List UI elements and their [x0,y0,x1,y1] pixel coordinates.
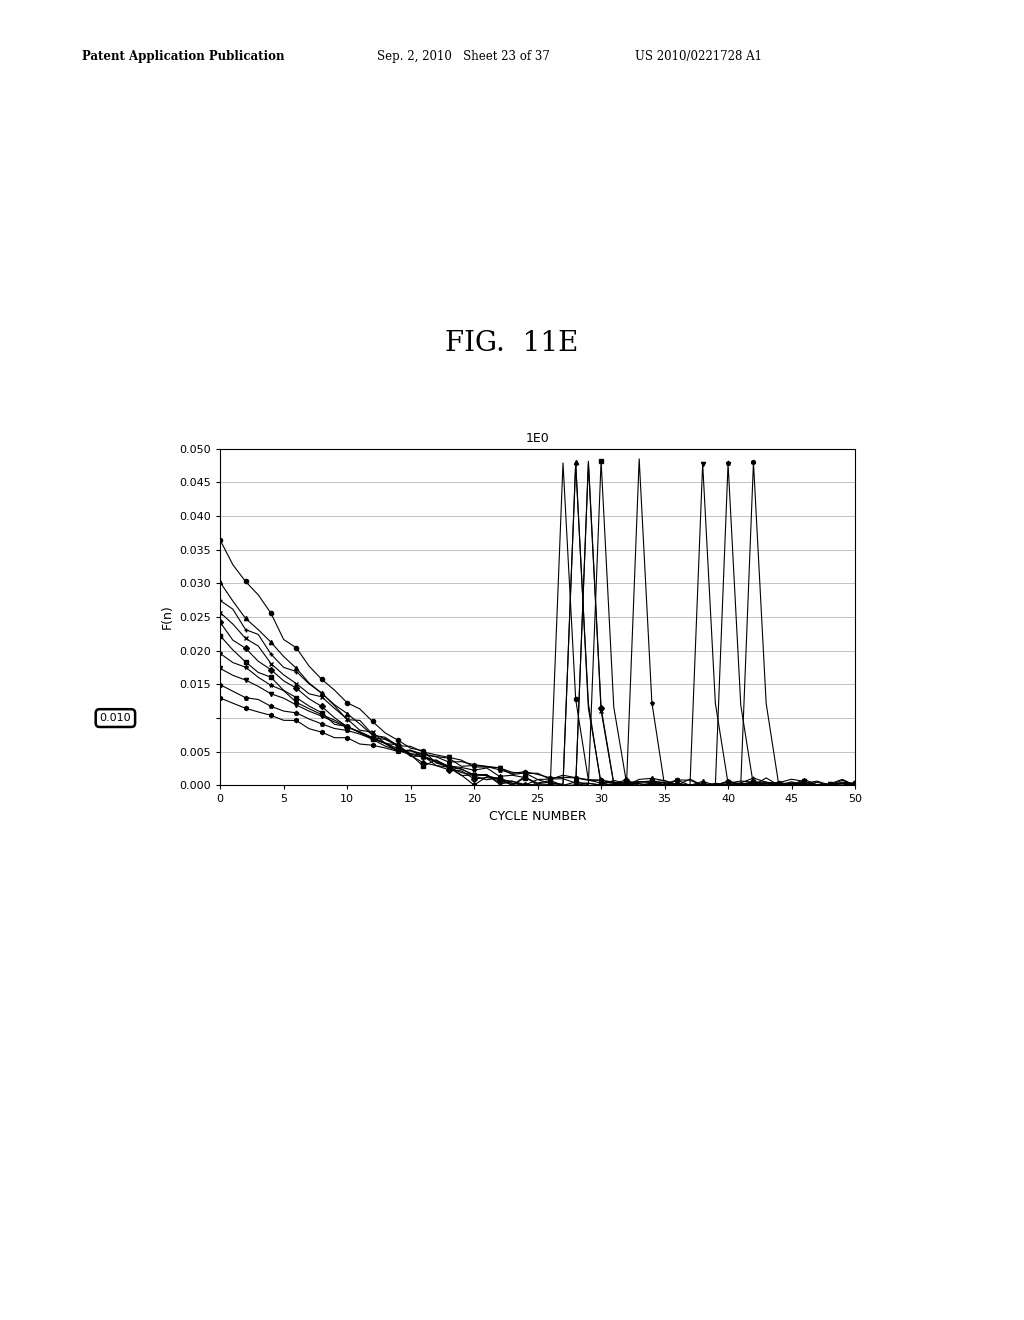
Text: US 2010/0221728 A1: US 2010/0221728 A1 [635,50,762,63]
Title: 1E0: 1E0 [525,432,550,445]
Text: Sep. 2, 2010   Sheet 23 of 37: Sep. 2, 2010 Sheet 23 of 37 [377,50,550,63]
X-axis label: CYCLE NUMBER: CYCLE NUMBER [488,810,587,822]
Text: FIG.  11E: FIG. 11E [445,330,579,356]
Text: Patent Application Publication: Patent Application Publication [82,50,285,63]
Text: 0.010: 0.010 [99,713,131,723]
Y-axis label: F(n): F(n) [161,605,174,630]
